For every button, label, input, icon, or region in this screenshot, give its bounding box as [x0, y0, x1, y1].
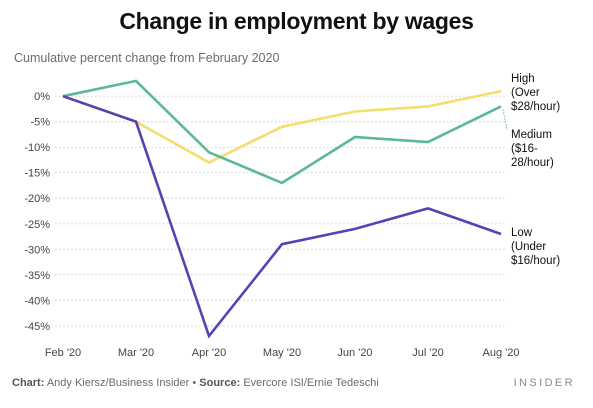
series-label-high: High (Over $28/hour) [511, 73, 560, 113]
series-line-high [62, 89, 502, 164]
chart-title: Change in employment by wages [119, 8, 474, 34]
y-tick-label: -20% [24, 193, 50, 205]
source-label: Source: [199, 377, 241, 389]
series-label-line: Medium [511, 129, 552, 141]
series-label-line: (Under [511, 241, 546, 253]
series-label-low: Low (Under $16/hour) [511, 227, 560, 267]
x-tick-label: May '20 [263, 347, 301, 359]
series-line-medium [62, 79, 502, 185]
chart-credits: Chart: Andy Kiersz/Business Insider • So… [12, 377, 379, 389]
series-labels: High (Over $28/hour) Medium ($16- 28/hour) Low… [511, 73, 560, 267]
y-tick-label: -40% [24, 295, 50, 307]
chart-subtitle: Cumulative percent change from February … [14, 51, 280, 65]
y-tick-label: -45% [24, 321, 50, 333]
y-tick-label: -5% [30, 117, 50, 129]
series-label-line: 28/hour) [511, 157, 554, 169]
series-label-line: Low [511, 227, 533, 239]
x-tick-label: Jun '20 [337, 347, 372, 359]
chart-credit-author: Andy Kiersz/Business Insider [46, 377, 190, 389]
series-label-line: $16/hour) [511, 255, 560, 267]
insider-logo: INSIDER [513, 377, 575, 389]
y-tick-label: -25% [24, 219, 50, 231]
y-tick-label: -30% [24, 244, 50, 256]
x-tick-label: Feb '20 [45, 347, 81, 359]
series-label-line: (Over [511, 87, 540, 99]
series-label-medium: Medium ($16- 28/hour) [511, 129, 554, 169]
x-axis-ticks: Feb '20 Mar '20 Apr '20 May '20 Jun '20 Jul '… [45, 347, 520, 359]
y-tick-label: -10% [24, 142, 50, 154]
series-label-line: $28/hour) [511, 101, 560, 113]
credit-separator: • [192, 377, 197, 389]
y-tick-label: -15% [24, 168, 50, 180]
series-label-line: High [511, 73, 535, 85]
x-tick-label: Jul '20 [412, 347, 443, 359]
x-tick-label: Mar '20 [118, 347, 154, 359]
chart-credit-label: Chart: [12, 377, 45, 389]
x-tick-label: Aug '20 [483, 347, 520, 359]
y-tick-label: -35% [24, 270, 50, 282]
source-value: Evercore ISI/Ernie Tedeschi [243, 377, 379, 389]
grid-lines [55, 95, 507, 327]
y-axis-ticks: 0% -5% -10% -15% -20% -25% -30% -35% -40% -45% [24, 91, 50, 333]
series-label-line: ($16- [511, 143, 538, 155]
x-tick-label: Apr '20 [192, 347, 227, 359]
y-tick-label: 0% [34, 91, 50, 103]
series-lines [62, 79, 508, 339]
medium-label-connector [502, 109, 508, 131]
series-line-low [62, 94, 502, 339]
